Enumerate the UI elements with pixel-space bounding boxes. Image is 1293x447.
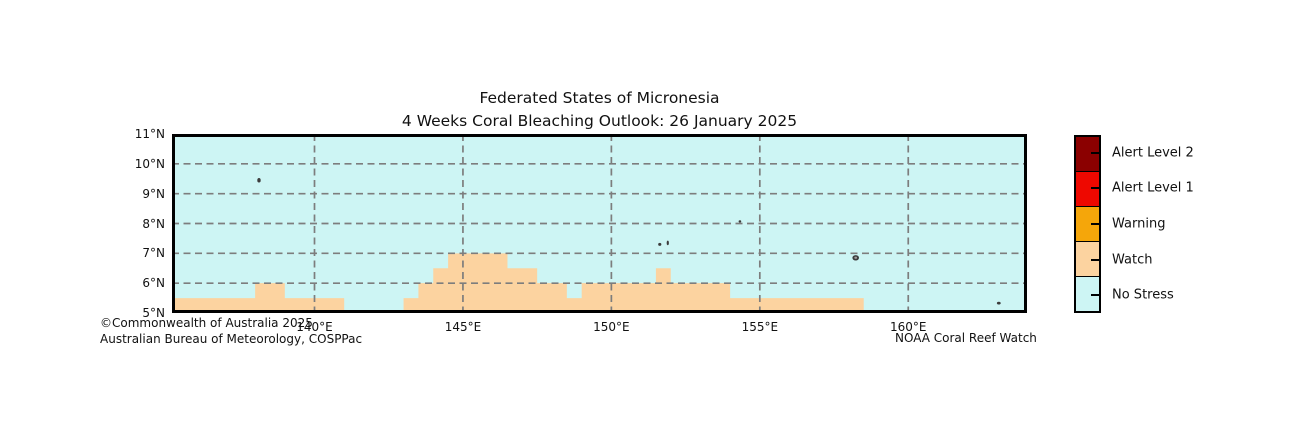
y-tick-label: 5°N — [142, 306, 165, 320]
copyright-text: ©Commonwealth of Australia 2025 — [100, 316, 313, 330]
x-tick-label: 140°E — [296, 320, 333, 334]
colorbar-segment-watch — [1076, 241, 1099, 276]
island-chuuk-west — [658, 242, 662, 246]
y-tick-label: 6°N — [142, 276, 165, 291]
x-tick-label: 155°E — [741, 320, 779, 334]
legend-label-warning: Warning — [1112, 216, 1166, 232]
legend-label-watch: Watch — [1112, 252, 1153, 268]
colorbar-tick — [1091, 223, 1100, 225]
chart-title-line2: 4 Weeks Coral Bleaching Outlook: 26 Janu… — [401, 111, 798, 130]
island-yap — [257, 177, 261, 183]
y-tick-label: 10°N — [134, 156, 165, 171]
island-kosrae — [996, 301, 1001, 305]
watch-region — [172, 283, 345, 313]
island-reef-8n — [738, 220, 742, 223]
x-tick-label: 160°E — [890, 320, 927, 334]
y-tick-label: 8°N — [142, 216, 165, 231]
y-tick-label: 7°N — [142, 246, 165, 261]
map-svg — [172, 134, 1027, 313]
colorbar-tick — [1091, 151, 1100, 154]
island-chuuk-east — [666, 240, 669, 246]
colorbar-segment-alert-level-2 — [1076, 137, 1099, 171]
chart-title: Federated States of Micronesia 4 Weeks C… — [172, 87, 1027, 132]
noaa-credit-text: NOAA Coral Reef Watch — [895, 331, 1037, 345]
colorbar — [1074, 135, 1101, 313]
legend-label-alert-level-1: Alert Level 1 — [1112, 180, 1194, 196]
y-tick-label: 11°N — [134, 127, 165, 141]
colorbar-segment-warning — [1076, 206, 1099, 241]
x-tick-label: 150°E — [593, 320, 630, 334]
chart-title-line1: Federated States of Micronesia — [479, 89, 720, 107]
colorbar-tick — [1091, 258, 1100, 261]
legend-label-no-stress: No Stress — [1112, 287, 1174, 303]
legend-label-alert-level-2: Alert Level 2 — [1112, 145, 1194, 161]
colorbar-segment-alert-level-1 — [1076, 171, 1099, 206]
plot-border — [172, 134, 1027, 313]
island-pohnpei — [852, 255, 860, 261]
colorbar-tick — [1091, 294, 1100, 297]
y-tick-label: 9°N — [142, 186, 165, 201]
bureau-credit-text: Australian Bureau of Meteorology, COSPPa… — [100, 331, 363, 346]
map-plot-area — [172, 134, 1027, 313]
x-tick-label: 145°E — [444, 320, 482, 334]
colorbar-segment-no-stress — [1076, 276, 1099, 311]
colorbar-tick — [1091, 187, 1100, 190]
